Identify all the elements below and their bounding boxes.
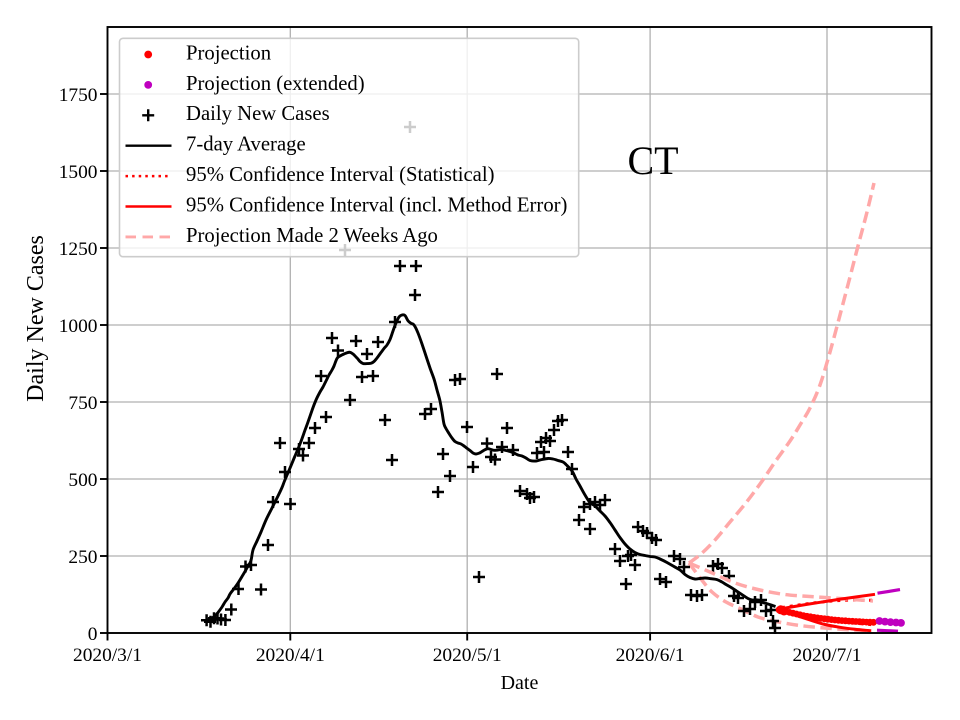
svg-text:Date: Date [501, 672, 539, 694]
svg-text:1500: 1500 [59, 162, 98, 183]
svg-text:1000: 1000 [59, 316, 98, 337]
svg-text:Projection (extended): Projection (extended) [186, 73, 365, 95]
svg-text:1750: 1750 [59, 85, 98, 106]
svg-text:500: 500 [68, 470, 97, 491]
svg-text:0: 0 [88, 624, 98, 645]
svg-text:Daily New Cases: Daily New Cases [186, 103, 330, 125]
svg-text:750: 750 [68, 393, 97, 414]
svg-text:1250: 1250 [59, 239, 98, 260]
svg-text:2020/5/1: 2020/5/1 [433, 645, 502, 666]
svg-text:Daily New Cases: Daily New Cases [23, 235, 49, 402]
svg-text:2020/6/1: 2020/6/1 [616, 645, 685, 666]
svg-text:2020/7/1: 2020/7/1 [793, 645, 862, 666]
svg-text:2020/3/1: 2020/3/1 [73, 645, 142, 666]
svg-text:Projection: Projection [186, 42, 272, 64]
svg-text:95% Confidence Interval (incl.: 95% Confidence Interval (incl. Method Er… [186, 194, 567, 216]
svg-text:CT: CT [627, 138, 678, 183]
svg-text:Projection Made 2 Weeks Ago: Projection Made 2 Weeks Ago [186, 225, 438, 247]
svg-text:250: 250 [68, 547, 97, 568]
svg-text:95% Confidence Interval (Stati: 95% Confidence Interval (Statistical) [186, 164, 494, 186]
svg-text:7-day Average: 7-day Average [186, 134, 306, 156]
svg-text:2020/4/1: 2020/4/1 [256, 645, 325, 666]
